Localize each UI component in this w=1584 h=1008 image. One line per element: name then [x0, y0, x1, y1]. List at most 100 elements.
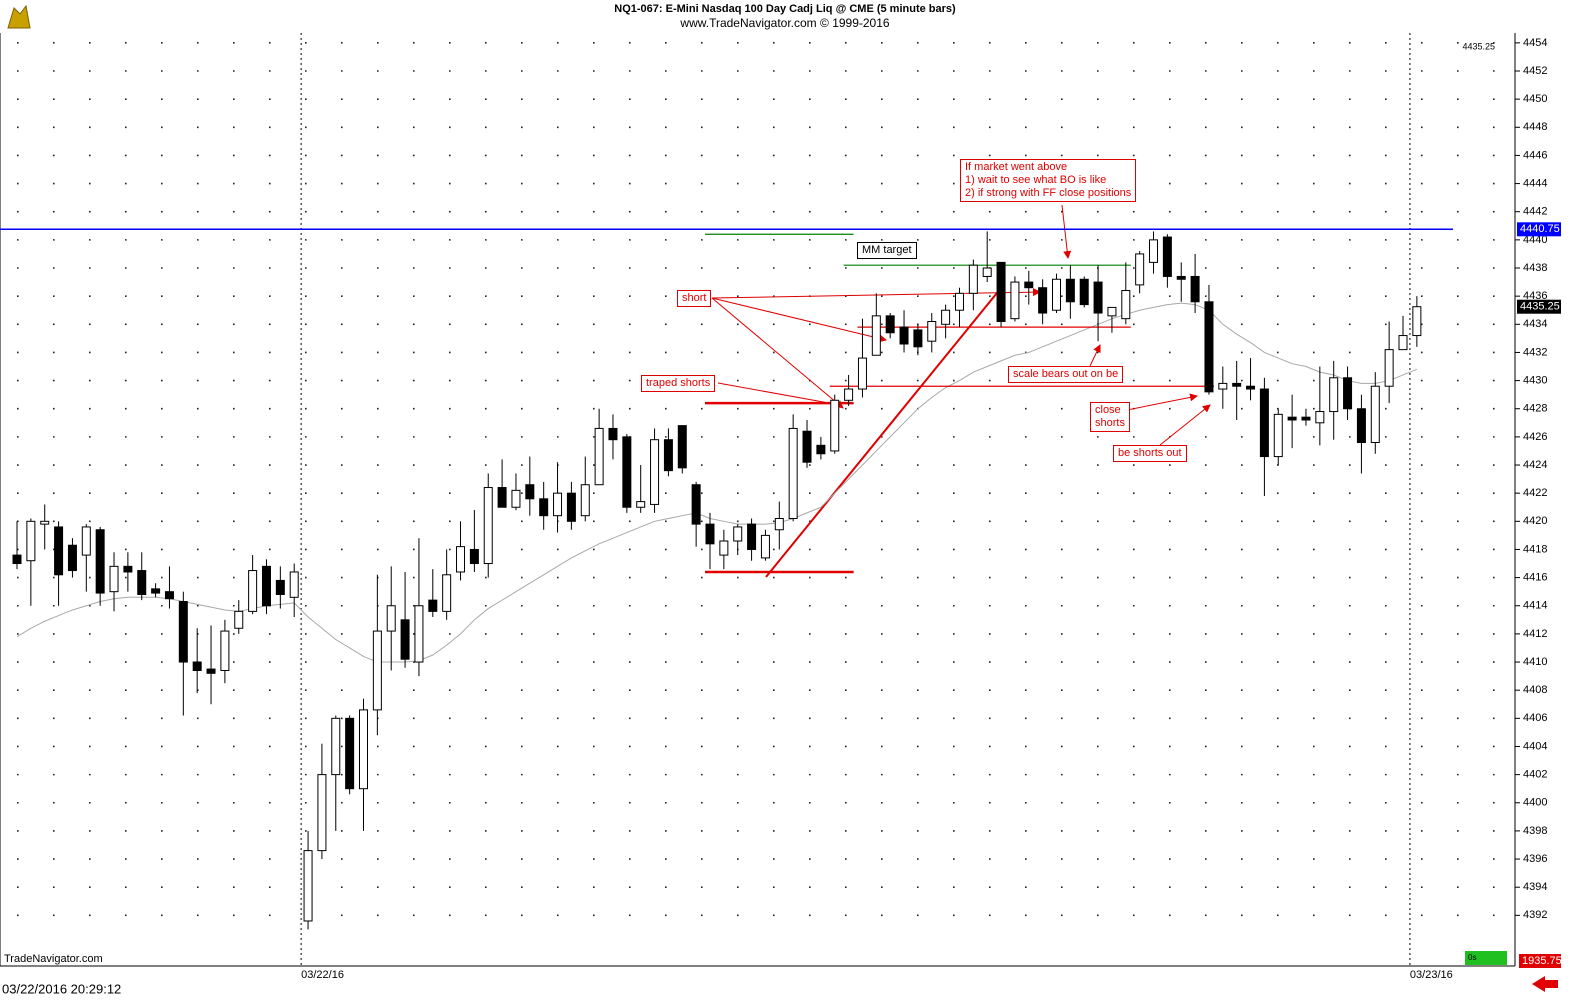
candle-body — [844, 388, 854, 401]
candle-body — [1273, 413, 1283, 458]
candle-body — [1190, 275, 1200, 303]
candle-body — [483, 487, 493, 565]
y-tick-label: 4428 — [1523, 403, 1547, 415]
y-tick-label: 4398 — [1523, 825, 1547, 837]
candle-body — [234, 610, 244, 629]
candle-body — [54, 526, 64, 576]
candle-body — [871, 315, 881, 356]
candle-body — [636, 501, 646, 508]
candle-body — [802, 430, 812, 463]
candle-body — [164, 591, 174, 600]
candle-body — [248, 570, 258, 612]
candle-body — [1412, 306, 1422, 337]
y-tick-label: 4422 — [1523, 487, 1547, 499]
candle-body — [40, 520, 50, 525]
y-tick-label: 4424 — [1523, 459, 1547, 471]
y-tick-label: 4402 — [1523, 769, 1547, 781]
candle-body — [691, 484, 701, 525]
candle-body — [1093, 281, 1103, 314]
y-tick-label: 4446 — [1523, 149, 1547, 161]
y-tick-label: 4400 — [1523, 797, 1547, 809]
candle-body — [1079, 278, 1089, 306]
candle-body — [816, 444, 826, 455]
candle-body — [511, 489, 521, 508]
annotation-box: close shorts — [1090, 402, 1130, 432]
y-tick-label: 4450 — [1523, 93, 1547, 105]
candle-body — [151, 588, 161, 594]
chart-subtitle: www.TradeNavigator.com © 1999-2016 — [679, 16, 889, 30]
candle-body — [1065, 278, 1075, 303]
candle-body — [539, 498, 549, 517]
arrow — [1159, 404, 1211, 446]
annotation-line: 2) if strong with FF close positions — [965, 187, 1132, 199]
candle-body — [275, 579, 285, 595]
y-tick-label: 4410 — [1523, 656, 1547, 668]
candle-body — [677, 425, 687, 469]
candle-body — [830, 399, 840, 452]
candle-body — [1370, 385, 1380, 444]
candle-body — [109, 565, 119, 593]
y-tick-label: 4430 — [1523, 374, 1547, 386]
candle-body — [663, 439, 673, 472]
candle-body — [885, 315, 895, 334]
candle-body — [760, 534, 770, 559]
candle-body — [95, 529, 105, 594]
annotation-box: If market went above 1) wait to see what… — [960, 159, 1137, 202]
last-price-tag — [1517, 299, 1561, 314]
candle-body — [26, 520, 36, 562]
y-tick-label: 4436 — [1523, 290, 1547, 302]
annotation-line: 1) wait to see what BO is like — [965, 174, 1107, 186]
candle-body — [289, 571, 299, 598]
candle-body — [857, 357, 867, 390]
candle-body — [1121, 290, 1131, 320]
y-tick-label: 4434 — [1523, 318, 1547, 330]
y-tick-label: 4454 — [1523, 37, 1547, 49]
candle-body — [1356, 408, 1366, 444]
candle-body — [1287, 416, 1297, 421]
candle-body — [386, 605, 396, 632]
candle-body — [733, 526, 743, 542]
source: TradeNavigator.com — [4, 953, 103, 965]
candle-body — [1301, 416, 1311, 421]
y-tick-label: 4396 — [1523, 853, 1547, 865]
y-tick-label: 4406 — [1523, 712, 1547, 724]
annotation-line: shorts — [1095, 417, 1125, 429]
candle-body — [345, 717, 355, 790]
y-tick-label: 4392 — [1523, 909, 1547, 921]
level-tag-label: 4440.75 — [1520, 223, 1560, 235]
arrow — [1126, 393, 1198, 411]
candle-body — [594, 427, 604, 486]
candle-body — [123, 565, 133, 573]
candle-body — [414, 605, 424, 663]
candle-body — [1038, 287, 1048, 314]
arrow — [711, 297, 844, 409]
candle-body — [982, 267, 992, 277]
x-tick-label: 03/23/16 — [1410, 969, 1453, 981]
candle-body — [1384, 349, 1394, 387]
value-box-text: 1935.75 — [1522, 955, 1562, 967]
candle-body — [1010, 281, 1020, 320]
annotation-box: be shorts out — [1113, 445, 1187, 462]
candle-body — [927, 320, 937, 342]
candle-body — [137, 570, 147, 595]
candle-body — [996, 261, 1006, 322]
chart-title: NQ1-067: E-Mini Nasdaq 100 Day Cadj Liq … — [614, 3, 956, 15]
candle-body — [580, 484, 590, 517]
y-tick-label: 4416 — [1523, 572, 1547, 584]
candle-body — [497, 487, 507, 508]
candle-body — [719, 540, 729, 556]
candle-body — [1024, 281, 1034, 289]
y-tick-label: 4438 — [1523, 262, 1547, 274]
candle-body — [968, 264, 978, 294]
arrow — [717, 382, 841, 408]
candle-body — [400, 619, 410, 660]
candle-body — [192, 661, 202, 671]
last-price-label: 4435.25 — [1520, 301, 1560, 313]
candle-body — [428, 599, 438, 612]
candle-body — [81, 526, 91, 556]
y-tick-label: 4452 — [1523, 65, 1547, 77]
candle-body — [899, 326, 909, 345]
candle-body — [469, 548, 479, 565]
candle-body — [303, 850, 313, 922]
